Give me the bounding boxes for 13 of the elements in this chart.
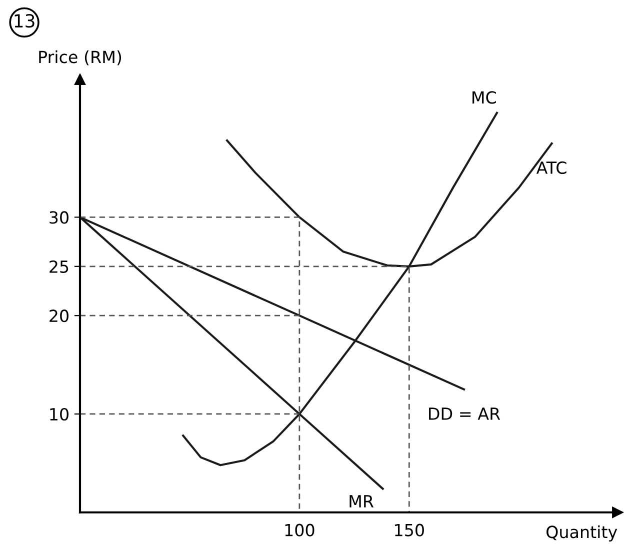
y-axis-title: Price (RM) xyxy=(39,50,122,66)
series-label: DD = AR xyxy=(429,408,500,420)
text: 13 xyxy=(14,14,34,28)
x-axis-title: Quantity xyxy=(546,525,618,542)
y-tick-label: 30 xyxy=(50,211,68,224)
x-tick-label: 150 xyxy=(395,524,424,536)
x-tick-label: 100 xyxy=(285,524,314,536)
y-tick-label: 20 xyxy=(50,310,68,322)
y-tick-label: 25 xyxy=(50,260,68,273)
series-label: MC xyxy=(472,91,496,104)
series-label: MR xyxy=(350,495,374,508)
series-label: ATC xyxy=(536,161,566,174)
y-tick-label: 10 xyxy=(50,408,68,421)
